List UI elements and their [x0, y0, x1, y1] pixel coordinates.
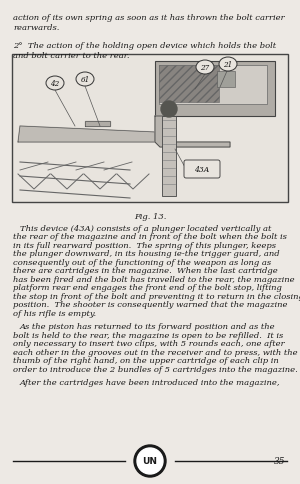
- Text: in its full rearward position.  The spring of this plunger, keeps: in its full rearward position. The sprin…: [13, 242, 276, 249]
- Text: the rear of the magazine and in front of the bolt when the bolt is: the rear of the magazine and in front of…: [13, 233, 287, 241]
- Bar: [159, 66, 219, 103]
- Text: 27: 27: [200, 64, 210, 72]
- Text: platform rear end engages the front end of the bolt stop, lifting: platform rear end engages the front end …: [13, 284, 282, 292]
- Bar: [159, 66, 267, 105]
- FancyBboxPatch shape: [184, 161, 220, 179]
- Text: each other in the grooves out in the receiver and to press, with the: each other in the grooves out in the rec…: [13, 348, 298, 356]
- Ellipse shape: [76, 73, 94, 87]
- Circle shape: [161, 102, 177, 118]
- Text: rearwards.: rearwards.: [13, 24, 59, 32]
- Text: 35: 35: [274, 456, 285, 466]
- Text: 2°  The action of the holding open device which holds the bolt: 2° The action of the holding open device…: [13, 42, 276, 50]
- Text: the stop in front of the bolt and preventing it to return in the closing: the stop in front of the bolt and preven…: [13, 292, 300, 301]
- Text: only necessary to insert two clips, with 5 rounds each, one after: only necessary to insert two clips, with…: [13, 340, 285, 348]
- Text: there are cartridges in the magazine.  When the last cartridge: there are cartridges in the magazine. Wh…: [13, 267, 278, 275]
- Text: UN: UN: [142, 456, 158, 466]
- Ellipse shape: [196, 61, 214, 75]
- Text: thumb of the right hand, on the upper cartridge of each clip in: thumb of the right hand, on the upper ca…: [13, 357, 279, 365]
- Polygon shape: [155, 117, 230, 148]
- Text: As the piston has returned to its forward position and as the: As the piston has returned to its forwar…: [20, 323, 276, 331]
- Text: action of its own spring as soon as it has thrown the bolt carrier: action of its own spring as soon as it h…: [13, 14, 285, 22]
- Text: and bolt carrier to the rear.: and bolt carrier to the rear.: [13, 52, 130, 60]
- Text: bolt is held to the rear, the magazine is open to be refilled.  It is: bolt is held to the rear, the magazine i…: [13, 332, 283, 339]
- Text: order to introduce the 2 bundles of 5 cartridges into the magazine.: order to introduce the 2 bundles of 5 ca…: [13, 365, 298, 373]
- Polygon shape: [18, 127, 155, 143]
- Text: After the cartridges have been introduced into the magazine,: After the cartridges have been introduce…: [20, 378, 281, 387]
- Text: Fig. 13.: Fig. 13.: [134, 212, 166, 221]
- Text: of his rifle is empty.: of his rifle is empty.: [13, 309, 96, 318]
- Text: 42: 42: [50, 80, 60, 88]
- Text: the plunger downward, in its housing ie-the trigger guard, and: the plunger downward, in its housing ie-…: [13, 250, 280, 258]
- Bar: [155, 62, 275, 117]
- Text: consequently out of the functioning of the weapon as long as: consequently out of the functioning of t…: [13, 258, 271, 267]
- Text: position.  The shooter is consequently warned that the magazine: position. The shooter is consequently wa…: [13, 301, 287, 309]
- Text: 21: 21: [224, 61, 232, 69]
- Polygon shape: [85, 122, 110, 127]
- Text: This device (43A) consists of a plunger located vertically at: This device (43A) consists of a plunger …: [20, 225, 272, 232]
- Circle shape: [137, 448, 163, 474]
- Bar: [217, 72, 235, 88]
- Text: has been fired and the bolt has travelled to the rear, the magazine: has been fired and the bolt has travelle…: [13, 275, 295, 284]
- Circle shape: [134, 445, 166, 477]
- Text: 61: 61: [80, 76, 90, 84]
- Ellipse shape: [219, 58, 237, 72]
- Text: 43A: 43A: [194, 166, 210, 174]
- Bar: [162, 117, 176, 197]
- Bar: [12, 55, 288, 203]
- Ellipse shape: [46, 77, 64, 91]
